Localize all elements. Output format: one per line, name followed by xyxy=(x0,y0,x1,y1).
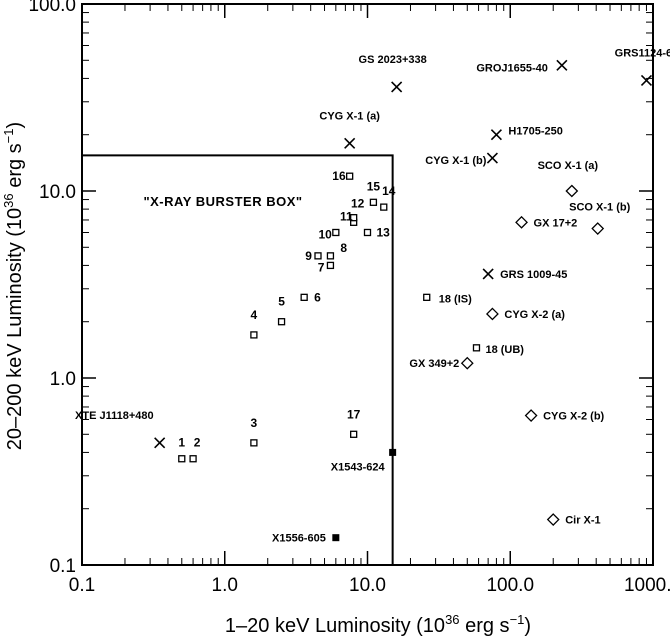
open-square-marker-10 xyxy=(332,228,340,237)
point-label-groj1655-40: GROJ1655-40 xyxy=(476,62,548,74)
x-tick-label: 1.0 xyxy=(212,575,238,596)
cross-stroke xyxy=(490,129,502,141)
x-tick-label: 10.0 xyxy=(349,575,386,596)
point-label-9: 9 xyxy=(305,249,312,263)
point-label-sco-x-1-b: SCO X-1 (b) xyxy=(569,202,630,214)
point-label-14: 14 xyxy=(382,184,396,198)
point-label-3: 3 xyxy=(251,416,258,430)
open-square-marker-14 xyxy=(380,203,388,211)
open-square-marker-18-ub xyxy=(472,344,481,352)
open-square-marker-5 xyxy=(277,318,286,326)
open-square-marker-9 xyxy=(314,252,322,260)
open-square-marker-8 xyxy=(326,252,335,260)
point-label-13: 13 xyxy=(377,225,391,239)
y-tick-label: 10.0 xyxy=(39,182,76,203)
point-label-xte-j1118-480: XTE J1118+480 xyxy=(75,410,154,422)
cross-marker-h1705-250 xyxy=(490,129,502,141)
open-square-marker-6 xyxy=(300,293,308,301)
cross-stroke xyxy=(391,81,403,93)
cross-marker-gs-2023-338 xyxy=(391,81,403,93)
diamond-marker-gx-349-2 xyxy=(460,356,474,370)
point-label-10: 10 xyxy=(318,227,332,241)
cross-marker-grs1124-68 xyxy=(640,74,653,87)
point-label-grs1124-68: GRS1124-68 xyxy=(615,47,670,59)
open-square-marker-17 xyxy=(350,430,358,438)
x-tick-label: 0.1 xyxy=(69,575,95,596)
point-label-16: 16 xyxy=(332,169,346,183)
point-label-8: 8 xyxy=(340,241,347,255)
open-square-marker-1 xyxy=(178,455,186,463)
data-marks xyxy=(154,59,653,542)
point-label-x1556-605: X1556-605 xyxy=(272,533,326,545)
x-tick-label: 1000.0 xyxy=(624,575,670,596)
cross-stroke xyxy=(640,74,653,87)
diamond-marker-sco-x-1-b xyxy=(591,222,605,235)
y-tick-label: 0.1 xyxy=(50,556,76,577)
open-square-marker-13 xyxy=(363,228,372,237)
point-label-cyg-x-1-a: CYG X-1 (a) xyxy=(319,110,380,122)
point-label-gx-349-2: GX 349+2 xyxy=(409,358,459,370)
filled-square-marker-x1556-605 xyxy=(332,534,340,542)
y-tick-label: 1.0 xyxy=(50,369,76,390)
diamond-marker-sco-x-1-a xyxy=(565,184,579,198)
x-axis-title: 1–20 keV Luminosity (1036 erg s−1) xyxy=(225,612,531,637)
point-label-gx-17-2: GX 17+2 xyxy=(534,217,578,229)
cross-stroke xyxy=(482,268,494,280)
point-label-cyg-x-2-b: CYG X-2 (b) xyxy=(543,411,604,423)
point-label-cyg-x-1-b: CYG X-1 (b) xyxy=(425,155,486,167)
point-label-x1543-624: X1543-624 xyxy=(331,461,386,473)
point-label-5: 5 xyxy=(278,295,285,309)
cross-stroke xyxy=(556,59,568,71)
point-label-cyg-x-2-a: CYG X-2 (a) xyxy=(504,309,565,321)
point-label-sco-x-1-a: SCO X-1 (a) xyxy=(538,160,599,172)
cross-marker-cyg-x-1-b xyxy=(486,152,498,164)
open-square-marker-18-is xyxy=(423,293,431,301)
point-label-cir-x-1: Cir X-1 xyxy=(565,515,600,527)
cross-stroke xyxy=(486,152,498,164)
diamond-marker-gx-17-2 xyxy=(515,215,528,229)
cross-marker-grs-1009-45 xyxy=(482,268,494,280)
x-tick-label: 100.0 xyxy=(486,575,534,596)
data-labels: XTE J1118+480 CYG X-1 (a) GS 2023+338 GROJ1… xyxy=(75,47,670,544)
burster-box-label: "X-RAY BURSTER BOX" xyxy=(143,194,302,209)
cross-stroke xyxy=(344,137,356,149)
point-label-17: 17 xyxy=(347,407,361,421)
point-label-7: 7 xyxy=(318,260,325,274)
point-label-2: 2 xyxy=(194,436,201,450)
point-label-18-is: 18 (IS) xyxy=(439,293,472,305)
diamond-marker-cyg-x-2-b xyxy=(524,409,538,422)
open-square-marker-12 xyxy=(350,214,358,222)
cross-marker-groj1655-40 xyxy=(556,59,568,71)
open-square-marker-3 xyxy=(250,439,258,447)
point-label-h1705-250: H1705-250 xyxy=(508,126,562,138)
y-tick-label: 100.0 xyxy=(28,0,76,16)
point-label-15: 15 xyxy=(367,179,381,193)
cross-marker-xte-j1118-480 xyxy=(154,437,166,449)
diamond-marker-cir-x-1 xyxy=(546,513,560,526)
y-axis-title: 20–200 keV Luminosity (1036 erg s−1) xyxy=(1,122,26,450)
open-square-marker-16 xyxy=(346,172,354,180)
point-label-grs-1009-45: GRS 1009-45 xyxy=(500,269,567,281)
diamond-marker-cyg-x-2-a xyxy=(485,307,499,321)
point-label-4: 4 xyxy=(251,308,258,322)
burster-box: "X-RAY BURSTER BOX" xyxy=(82,154,394,565)
point-label-11: 11 xyxy=(340,209,353,223)
open-square-marker-4 xyxy=(250,331,258,339)
point-label-1: 1 xyxy=(178,436,185,450)
point-label-18-ub: 18 (UB) xyxy=(485,344,524,356)
cross-marker-cyg-x-1-a xyxy=(344,137,356,149)
open-square-marker-15 xyxy=(369,198,378,206)
filled-square-marker-x1543-624 xyxy=(389,448,397,456)
burster-box-outline xyxy=(82,154,394,565)
open-square-marker-7 xyxy=(326,261,335,270)
cross-stroke xyxy=(154,437,166,449)
open-square-marker-2 xyxy=(189,455,197,463)
axis-ticks: 0.1 1.0 10.0 100.0 1000.0 0.1 1.0 10.0 100.0 xyxy=(28,0,670,596)
point-label-12: 12 xyxy=(351,197,365,211)
point-label-gs-2023-338: GS 2023+338 xyxy=(359,54,427,66)
point-label-6: 6 xyxy=(314,290,321,304)
